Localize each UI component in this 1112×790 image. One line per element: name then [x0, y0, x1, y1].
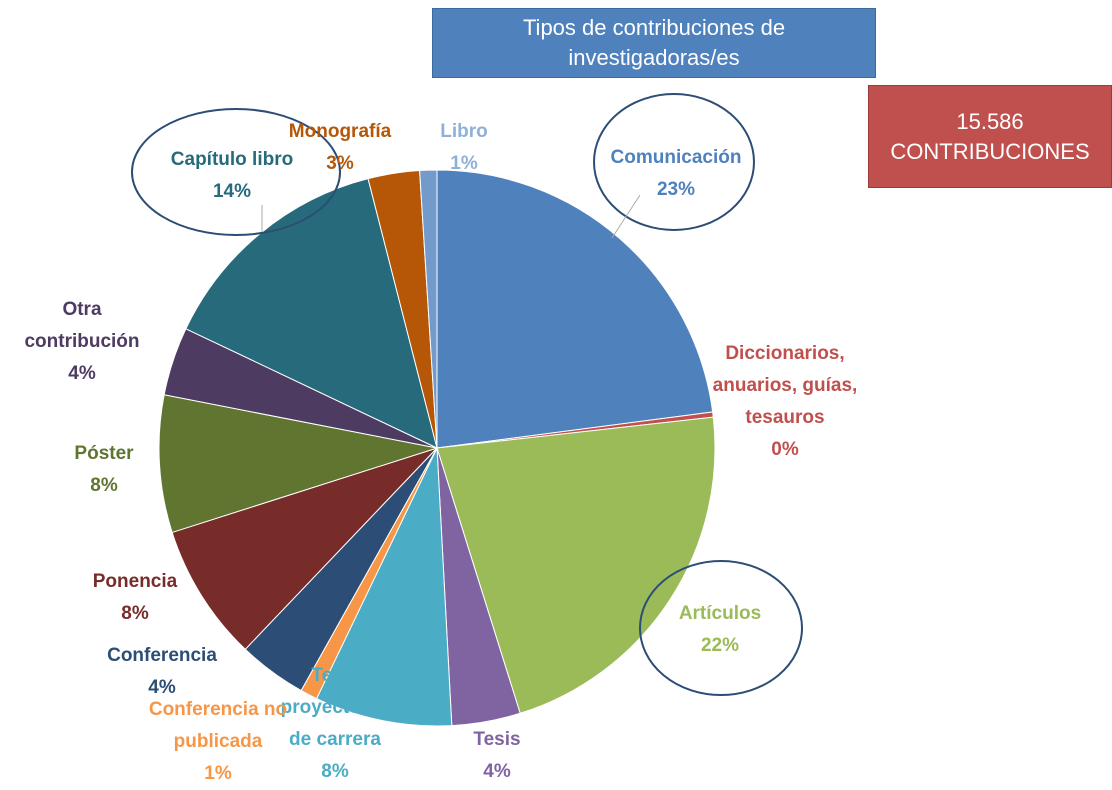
pie-slice	[436, 416, 716, 714]
slice-label: Póster 8%	[44, 438, 164, 502]
category-name: Capítulo libro	[170, 149, 294, 170]
value-label: 8%	[321, 761, 349, 782]
value-label: 1%	[450, 153, 478, 174]
category-name: Libro	[440, 121, 488, 142]
value-label: 23%	[656, 179, 696, 200]
category-name: Artículos	[678, 603, 762, 624]
slice-label: Diccionarios, anuarios, guías, tesauros 0…	[695, 338, 875, 466]
value-label: 8%	[90, 475, 118, 496]
pie-slice	[158, 394, 438, 534]
pie-slice	[419, 169, 438, 449]
slice-label: Artículos 22%	[640, 598, 800, 662]
category-name: Comunicación	[610, 147, 742, 168]
value-label: 14%	[212, 181, 252, 202]
value-label: 8%	[121, 603, 149, 624]
value-label: 3%	[326, 153, 354, 174]
value-label: 1%	[204, 763, 232, 784]
slice-label: Libro 1%	[424, 116, 504, 180]
slice-label: Capítulo libro 14%	[142, 144, 322, 208]
category-name: Tesis proyecto fin de carrera	[280, 665, 390, 750]
category-name: Diccionarios, anuarios, guías, tesauros	[712, 343, 858, 428]
pie-slice	[436, 169, 714, 449]
category-name: Ponencia	[92, 571, 178, 592]
value-label: 0%	[771, 439, 799, 460]
category-name: Otra contribución	[24, 299, 140, 352]
chart-title: Tipos de contribuciones de investigadora…	[522, 15, 786, 70]
category-name: Tesis	[473, 729, 521, 750]
slice-label: Tesis 4%	[457, 724, 537, 788]
slice-label: Comunicación 23%	[576, 142, 776, 206]
pie-slice	[315, 447, 453, 727]
category-name: Monografía	[288, 121, 392, 142]
total-annotation: 15.586 CONTRIBUCIONES	[890, 108, 1090, 164]
title-box: Tipos de contribuciones de investigadora…	[432, 8, 876, 78]
slice-label: Ponencia 8%	[65, 566, 205, 630]
value-label: 4%	[148, 677, 176, 698]
slice-label: Conferencia 4%	[82, 640, 242, 704]
slice-label: Otra contribución 4%	[7, 294, 157, 390]
value-label: 4%	[68, 363, 96, 384]
pie-slice	[171, 447, 438, 650]
slice-label: Conferencia no publicada 1%	[143, 694, 293, 790]
value-label: 22%	[700, 635, 740, 656]
leader-line	[611, 194, 641, 239]
category-name: Póster	[74, 443, 134, 464]
total-box: 15.586 CONTRIBUCIONES	[868, 85, 1112, 188]
highlight-ellipse	[639, 560, 803, 696]
slice-label: Tesis proyecto fin de carrera 8%	[275, 660, 395, 788]
highlight-ellipse	[131, 108, 341, 236]
category-name: Conferencia no publicada	[148, 699, 288, 752]
category-name: Conferencia	[107, 645, 217, 666]
highlight-ellipse	[593, 93, 755, 231]
value-label: 4%	[483, 761, 511, 782]
slice-label: Monografía 3%	[270, 116, 410, 180]
